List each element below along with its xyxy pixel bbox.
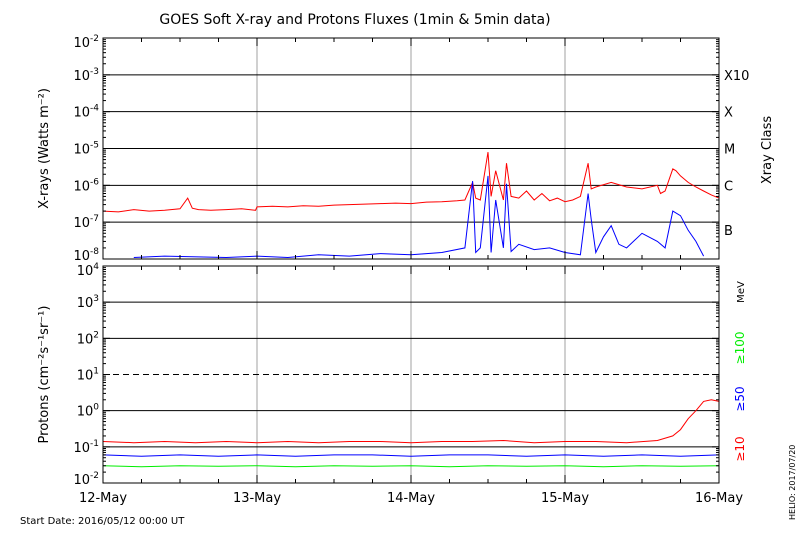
legend-entry-50: ≥50: [733, 386, 747, 411]
y-tick-label: 100: [77, 403, 100, 420]
y-axis-label: Protons (cm⁻²s⁻¹sr⁻¹): [37, 306, 52, 444]
y-tick-label: 10-1: [73, 439, 99, 456]
energy-unit-label: MeV: [736, 281, 747, 303]
series-line-blue: [133, 175, 705, 259]
y-tick-label: 10-5: [73, 141, 99, 158]
legend-entry-100: ≥100: [733, 332, 747, 365]
y-tick-label: 101: [77, 367, 99, 384]
y-tick-label: 10-6: [73, 177, 99, 194]
y-axis-label: X-rays (Watts m⁻²): [37, 88, 52, 209]
series-line-50: [102, 454, 720, 457]
x-tick-label: 12-May: [79, 491, 127, 506]
series-line-10: [102, 399, 720, 444]
y-tick-label: 10-3: [73, 67, 99, 84]
plot-layer: 10-2 10-3 10-4 10-5 10-6 10-7 10-8 X-rays (Watt…: [37, 34, 775, 506]
series-line-red: [102, 152, 720, 213]
y-tick-label: 10-4: [73, 104, 99, 121]
xray-class-label: B: [724, 224, 733, 239]
y-tick-label: 10-8: [73, 247, 99, 264]
y-tick-label: 10-2: [73, 34, 99, 51]
x-tick-label: 13-May: [233, 491, 281, 506]
xray-class-label: X: [724, 106, 733, 121]
xray-class-axis-label: Xray Class: [760, 116, 775, 184]
chart-title: GOES Soft X-ray and Protons Fluxes (1min…: [159, 12, 550, 28]
series-line-100: [102, 465, 720, 468]
panel-frame: [102, 265, 720, 484]
x-tick-label: 16-May: [695, 491, 743, 506]
x-tick-label: 15-May: [541, 491, 589, 506]
start-date-label: Start Date: 2016/05/12 00:00 UT: [20, 516, 185, 527]
x-tick-label: 14-May: [387, 491, 435, 506]
y-tick-label: 104: [77, 262, 100, 279]
xray-class-label: M: [724, 143, 735, 158]
credit-label: HELIO: 2017/07/20: [788, 445, 797, 520]
xray-class-label: X10: [724, 69, 749, 84]
xray-class-label: C: [724, 179, 733, 194]
legend-entry-10: ≥10: [733, 436, 747, 461]
y-tick-label: 10-2: [73, 471, 99, 488]
y-tick-label: 102: [77, 330, 99, 347]
y-tick-label: 10-7: [73, 214, 99, 231]
panel-frame: [102, 37, 720, 260]
y-tick-label: 103: [77, 294, 99, 311]
